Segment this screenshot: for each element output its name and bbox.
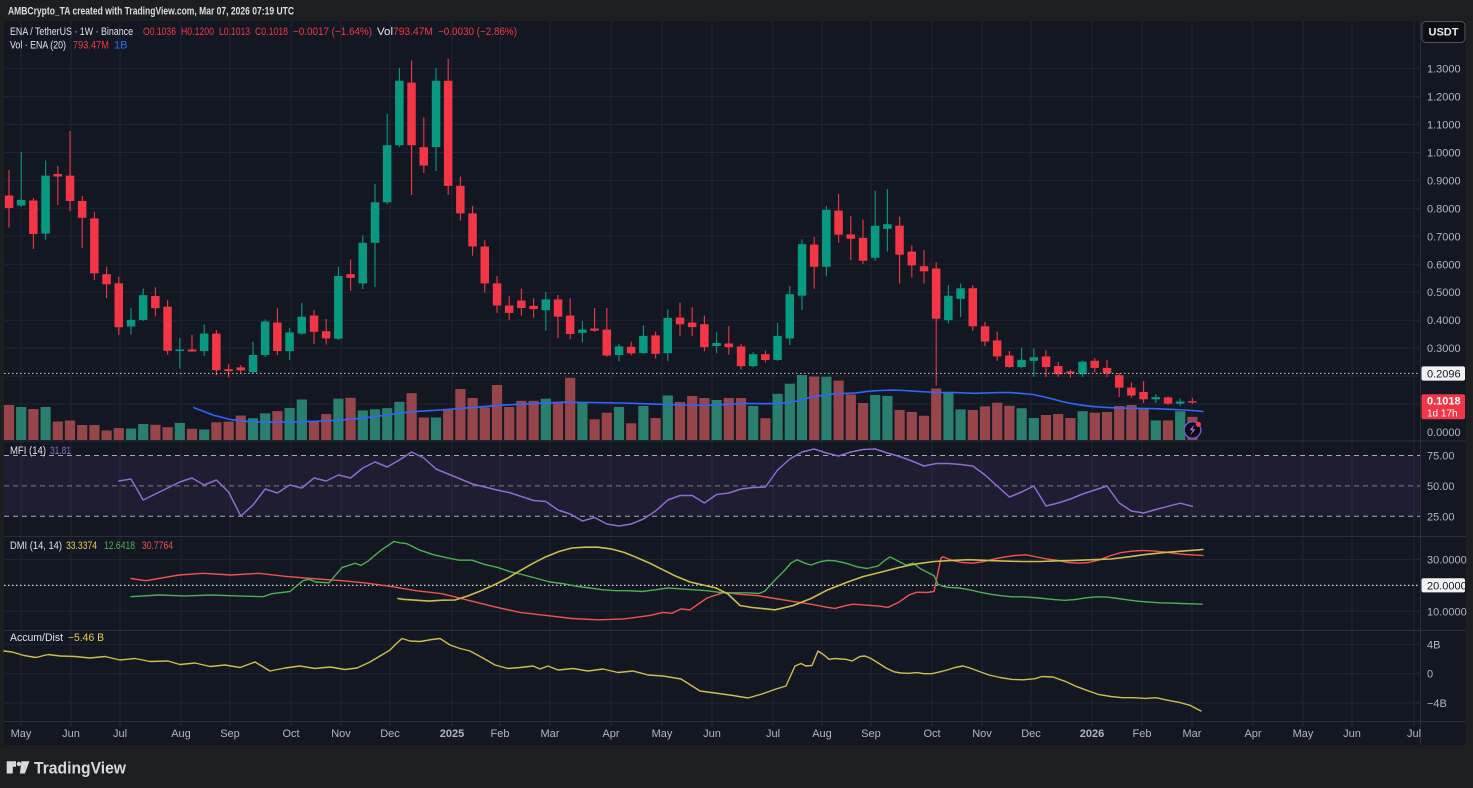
svg-text:May: May (11, 728, 32, 740)
svg-text:Sep: Sep (220, 728, 240, 740)
svg-text:Sep: Sep (861, 728, 881, 740)
svg-text:Jun: Jun (1343, 728, 1361, 740)
svg-text:−4B: −4B (1427, 698, 1447, 710)
svg-text:0.7000: 0.7000 (1427, 231, 1461, 243)
svg-text:2025: 2025 (440, 728, 464, 740)
svg-text:Aug: Aug (812, 728, 832, 740)
svg-text:May: May (1293, 728, 1314, 740)
svg-text:Dec: Dec (1021, 728, 1041, 740)
svg-text:31.81: 31.81 (50, 445, 71, 457)
svg-text:10.0000: 10.0000 (1427, 606, 1467, 618)
svg-text:Feb: Feb (1133, 728, 1152, 740)
svg-text:May: May (652, 728, 673, 740)
svg-text:1.1000: 1.1000 (1427, 120, 1461, 132)
svg-text:0.9000: 0.9000 (1427, 175, 1461, 187)
svg-text:Apr: Apr (1244, 728, 1261, 740)
svg-text:Apr: Apr (602, 728, 619, 740)
svg-text:Nov: Nov (331, 728, 351, 740)
svg-text:ENA / TetherUS · 1W · Binance: ENA / TetherUS · 1W · Binance (10, 26, 133, 38)
svg-text:12.6418: 12.6418 (104, 540, 135, 552)
svg-text:H0.1200: H0.1200 (181, 26, 214, 38)
svg-text:Oct: Oct (923, 728, 940, 740)
svg-text:Jul: Jul (766, 728, 780, 740)
svg-text:0.2096: 0.2096 (1427, 369, 1461, 381)
svg-text:Aug: Aug (171, 728, 191, 740)
svg-text:20.0000: 20.0000 (1427, 580, 1467, 592)
svg-text:Accum/Dist: Accum/Dist (10, 632, 63, 644)
svg-text:Vol: Vol (377, 26, 393, 38)
svg-text:30.0000: 30.0000 (1427, 555, 1467, 567)
svg-text:AMBCrypto_TA created with Trad: AMBCrypto_TA created with TradingView.co… (8, 6, 294, 18)
svg-text:0.4000: 0.4000 (1427, 315, 1461, 327)
svg-text:1B: 1B (114, 40, 127, 52)
svg-text:30.7764: 30.7764 (142, 540, 173, 552)
svg-text:1.2000: 1.2000 (1427, 92, 1461, 104)
svg-text:Jul: Jul (113, 728, 127, 740)
svg-text:DMI (14, 14): DMI (14, 14) (10, 540, 62, 552)
svg-text:MFI (14): MFI (14) (10, 445, 46, 457)
svg-text:USDT: USDT (1429, 27, 1459, 39)
svg-text:Mar: Mar (541, 728, 560, 740)
svg-text:−5.46 B: −5.46 B (68, 632, 104, 644)
svg-text:Mar: Mar (1183, 728, 1202, 740)
svg-text:25.00: 25.00 (1427, 511, 1455, 523)
svg-text:O0.1036: O0.1036 (143, 26, 176, 38)
svg-text:Jun: Jun (703, 728, 721, 740)
svg-text:Feb: Feb (491, 728, 510, 740)
svg-text:0.5000: 0.5000 (1427, 287, 1461, 299)
svg-text:0.3000: 0.3000 (1427, 343, 1461, 355)
svg-text:Oct: Oct (282, 728, 299, 740)
svg-text:0.8000: 0.8000 (1427, 203, 1461, 215)
svg-text:−0.0017 (−1.64%): −0.0017 (−1.64%) (293, 26, 372, 38)
svg-text:Nov: Nov (972, 728, 992, 740)
svg-text:Jul: Jul (1407, 728, 1421, 740)
svg-text:0.1018: 0.1018 (1427, 396, 1461, 408)
svg-text:793.47M: 793.47M (393, 26, 433, 38)
svg-text:Dec: Dec (380, 728, 400, 740)
svg-text:−0.0030 (−2.86%): −0.0030 (−2.86%) (438, 26, 517, 38)
svg-text:C0.1018: C0.1018 (255, 26, 288, 38)
svg-text:4B: 4B (1427, 639, 1440, 651)
svg-text:1.3000: 1.3000 (1427, 64, 1461, 76)
svg-text:2026: 2026 (1080, 728, 1104, 740)
svg-text:1d 17h: 1d 17h (1427, 408, 1458, 419)
svg-text:Vol · ENA (20): Vol · ENA (20) (10, 40, 66, 52)
svg-text:0.0000: 0.0000 (1427, 427, 1461, 439)
svg-text:Jun: Jun (62, 728, 80, 740)
svg-text:50.00: 50.00 (1427, 481, 1455, 493)
svg-text:75.00: 75.00 (1427, 451, 1455, 463)
svg-text:0: 0 (1427, 669, 1433, 681)
svg-text:L0.1013: L0.1013 (219, 26, 250, 38)
svg-text:TradingView: TradingView (34, 759, 127, 778)
svg-text:793.47M: 793.47M (73, 40, 109, 52)
svg-text:33.3374: 33.3374 (66, 540, 97, 552)
svg-text:1.0000: 1.0000 (1427, 148, 1461, 160)
svg-text:0.6000: 0.6000 (1427, 259, 1461, 271)
